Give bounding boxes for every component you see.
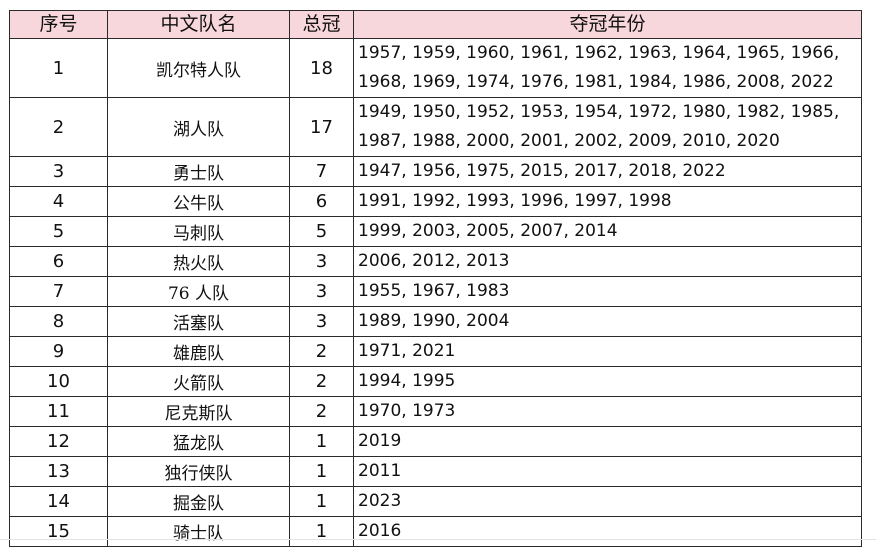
cell-title-years[interactable]: 1957, 1959, 1960, 1961, 1962, 1963, 1964… bbox=[353, 38, 862, 98]
table-row: 10 火箭队 2 1994, 1995 bbox=[9, 366, 862, 397]
cell-title-years[interactable]: 2023 bbox=[353, 486, 862, 517]
cell-title-years[interactable]: 1970, 1973 bbox=[353, 396, 862, 427]
cell-team-name[interactable]: 活塞队 bbox=[107, 306, 290, 337]
cell-title-years[interactable]: 1949, 1950, 1952, 1953, 1954, 1972, 1980… bbox=[353, 97, 862, 157]
cell-title-years[interactable]: 1947, 1956, 1975, 2015, 2017, 2018, 2022 bbox=[353, 156, 862, 187]
cell-total-titles[interactable]: 3 bbox=[289, 306, 354, 337]
cell-team-name[interactable]: 马刺队 bbox=[107, 216, 290, 247]
cell-team-name[interactable]: 雄鹿队 bbox=[107, 336, 290, 367]
cell-total-titles[interactable]: 3 bbox=[289, 276, 354, 307]
table-body: 1 凯尔特人队 18 1957, 1959, 1960, 1961, 1962,… bbox=[9, 38, 862, 547]
cell-index[interactable]: 1 bbox=[9, 38, 108, 98]
cell-index[interactable]: 14 bbox=[9, 486, 108, 517]
cell-total-titles[interactable]: 2 bbox=[289, 336, 354, 367]
cell-total-titles[interactable]: 1 bbox=[289, 456, 354, 487]
cell-index[interactable]: 12 bbox=[9, 426, 108, 457]
championship-table: 序号 中文队名 总冠 夺冠年份 1 凯尔特人队 18 1957, 1959, 1… bbox=[9, 10, 862, 547]
championship-table-container: 序号 中文队名 总冠 夺冠年份 1 凯尔特人队 18 1957, 1959, 1… bbox=[9, 10, 862, 547]
table-row: 4 公牛队 6 1991, 1992, 1993, 1996, 1997, 19… bbox=[9, 186, 862, 217]
cell-team-name[interactable]: 尼克斯队 bbox=[107, 396, 290, 427]
table-row: 14 掘金队 1 2023 bbox=[9, 486, 862, 517]
cell-index[interactable]: 8 bbox=[9, 306, 108, 337]
cell-team-name[interactable]: 骑士队 bbox=[107, 516, 290, 547]
cell-index[interactable]: 13 bbox=[9, 456, 108, 487]
cell-team-name[interactable]: 火箭队 bbox=[107, 366, 290, 397]
cell-total-titles[interactable]: 17 bbox=[289, 97, 354, 157]
cell-team-name[interactable]: 热火队 bbox=[107, 246, 290, 277]
cell-team-name[interactable]: 凯尔特人队 bbox=[107, 38, 290, 98]
cell-index[interactable]: 9 bbox=[9, 336, 108, 367]
table-row: 9 雄鹿队 2 1971, 2021 bbox=[9, 336, 862, 367]
cell-total-titles[interactable]: 1 bbox=[289, 486, 354, 517]
cell-team-name[interactable]: 公牛队 bbox=[107, 186, 290, 217]
cell-team-name[interactable]: 掘金队 bbox=[107, 486, 290, 517]
cell-title-years[interactable]: 2016 bbox=[353, 516, 862, 547]
cell-index[interactable]: 11 bbox=[9, 396, 108, 427]
table-row: 5 马刺队 5 1999, 2003, 2005, 2007, 2014 bbox=[9, 216, 862, 247]
table-row: 3 勇士队 7 1947, 1956, 1975, 2015, 2017, 20… bbox=[9, 156, 862, 187]
table-row: 6 热火队 3 2006, 2012, 2013 bbox=[9, 246, 862, 277]
cell-index[interactable]: 10 bbox=[9, 366, 108, 397]
cell-title-years[interactable]: 2019 bbox=[353, 426, 862, 457]
cell-total-titles[interactable]: 1 bbox=[289, 516, 354, 547]
cell-team-name[interactable]: 勇士队 bbox=[107, 156, 290, 187]
cell-index[interactable]: 6 bbox=[9, 246, 108, 277]
cell-index[interactable]: 3 bbox=[9, 156, 108, 187]
table-row: 12 猛龙队 1 2019 bbox=[9, 426, 862, 457]
cell-total-titles[interactable]: 2 bbox=[289, 396, 354, 427]
cell-total-titles[interactable]: 1 bbox=[289, 426, 354, 457]
cell-index[interactable]: 4 bbox=[9, 186, 108, 217]
cell-title-years[interactable]: 1971, 2021 bbox=[353, 336, 862, 367]
cell-title-years[interactable]: 1989, 1990, 2004 bbox=[353, 306, 862, 337]
cell-total-titles[interactable]: 18 bbox=[289, 38, 354, 98]
cell-title-years[interactable]: 2006, 2012, 2013 bbox=[353, 246, 862, 277]
cell-title-years[interactable]: 1991, 1992, 1993, 1996, 1997, 1998 bbox=[353, 186, 862, 217]
cell-index[interactable]: 2 bbox=[9, 97, 108, 157]
cell-index[interactable]: 7 bbox=[9, 276, 108, 307]
header-row: 序号 中文队名 总冠 夺冠年份 bbox=[9, 10, 862, 39]
header-total-titles[interactable]: 总冠 bbox=[289, 10, 354, 39]
cell-index[interactable]: 15 bbox=[9, 516, 108, 547]
table-row: 7 76 人队 3 1955, 1967, 1983 bbox=[9, 276, 862, 307]
cell-total-titles[interactable]: 7 bbox=[289, 156, 354, 187]
spreadsheet-gridline bbox=[0, 539, 876, 540]
table-row: 2 湖人队 17 1949, 1950, 1952, 1953, 1954, 1… bbox=[9, 97, 862, 157]
cell-team-name[interactable]: 猛龙队 bbox=[107, 426, 290, 457]
table-row: 15 骑士队 1 2016 bbox=[9, 516, 862, 547]
cell-team-name[interactable]: 76 人队 bbox=[107, 276, 290, 307]
cell-team-name[interactable]: 湖人队 bbox=[107, 97, 290, 157]
cell-title-years[interactable]: 1955, 1967, 1983 bbox=[353, 276, 862, 307]
table-row: 11 尼克斯队 2 1970, 1973 bbox=[9, 396, 862, 427]
header-index[interactable]: 序号 bbox=[9, 10, 108, 39]
cell-total-titles[interactable]: 3 bbox=[289, 246, 354, 277]
cell-total-titles[interactable]: 2 bbox=[289, 366, 354, 397]
table-row: 13 独行侠队 1 2011 bbox=[9, 456, 862, 487]
cell-index[interactable]: 5 bbox=[9, 216, 108, 247]
cell-title-years[interactable]: 1994, 1995 bbox=[353, 366, 862, 397]
cell-team-name[interactable]: 独行侠队 bbox=[107, 456, 290, 487]
cell-title-years[interactable]: 1999, 2003, 2005, 2007, 2014 bbox=[353, 216, 862, 247]
cell-title-years[interactable]: 2011 bbox=[353, 456, 862, 487]
cell-total-titles[interactable]: 5 bbox=[289, 216, 354, 247]
header-team-name[interactable]: 中文队名 bbox=[107, 10, 290, 39]
header-title-years[interactable]: 夺冠年份 bbox=[353, 10, 862, 39]
table-row: 1 凯尔特人队 18 1957, 1959, 1960, 1961, 1962,… bbox=[9, 38, 862, 98]
table-row: 8 活塞队 3 1989, 1990, 2004 bbox=[9, 306, 862, 337]
cell-total-titles[interactable]: 6 bbox=[289, 186, 354, 217]
